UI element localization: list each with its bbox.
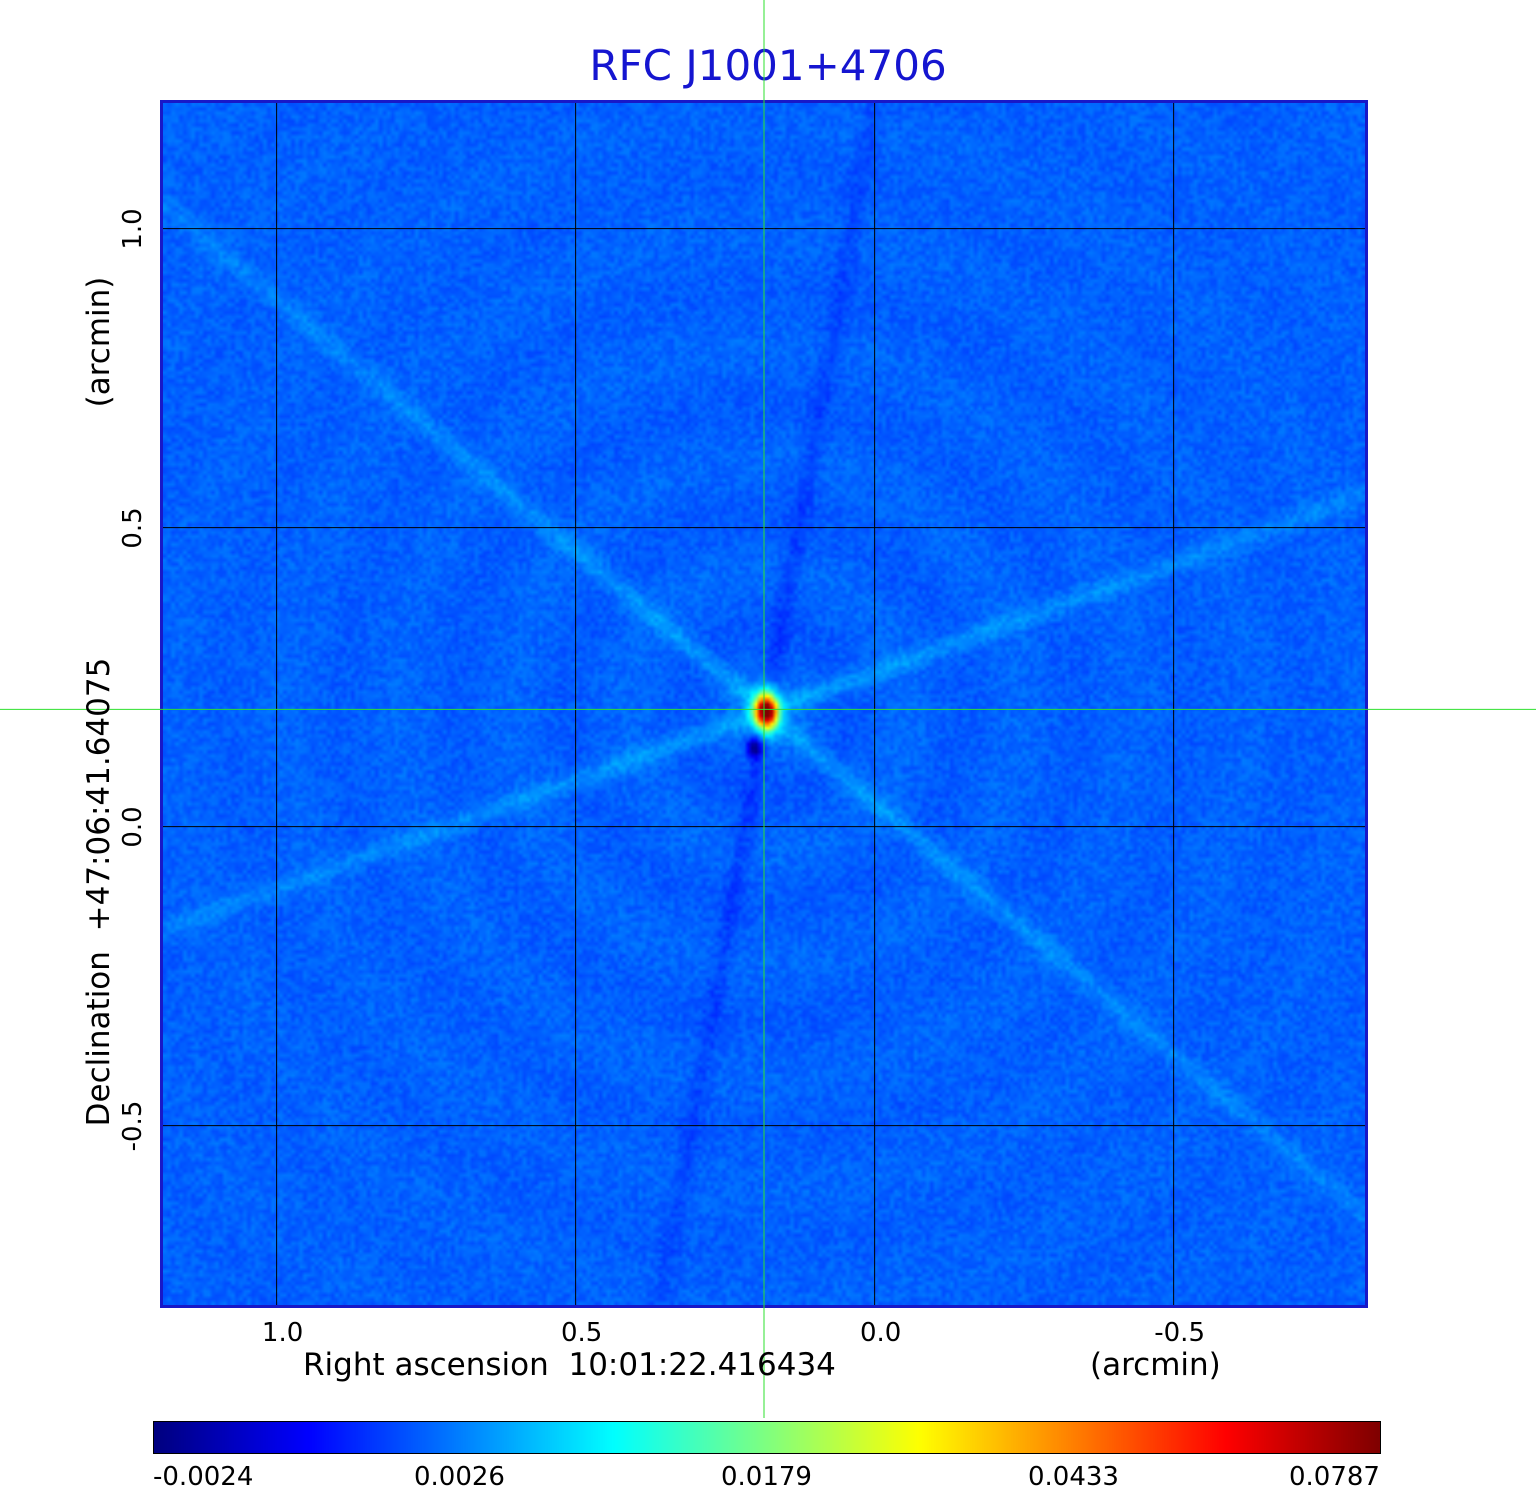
colorbar-tick-label: 0.0179	[721, 1462, 812, 1492]
x-axis-unit: (arcmin)	[1090, 1347, 1221, 1383]
sky-image-heatmap	[163, 103, 1365, 1305]
x-tick-label: 0.0	[859, 1318, 902, 1348]
colorbar	[153, 1421, 1381, 1454]
colorbar-tick-label: 0.0026	[414, 1462, 505, 1492]
x-tick-label: -0.5	[1154, 1318, 1205, 1348]
x-axis-label: Right ascension 10:01:22.416434	[303, 1347, 836, 1383]
y-axis-label: Declination +47:06:41.64075	[81, 657, 117, 1127]
colorbar-tick-label: 0.0433	[1028, 1462, 1119, 1492]
chart-title: RFC J1001+4706	[589, 41, 947, 90]
colorbar-tick-label: -0.0024	[153, 1462, 254, 1492]
y-tick-label: -0.5	[118, 1100, 148, 1151]
x-tick-label: 1.0	[261, 1318, 304, 1348]
y-tick-label: 0.0	[118, 805, 148, 848]
x-tick-label: 0.5	[560, 1318, 603, 1348]
y-axis-unit: (arcmin)	[81, 276, 117, 408]
colorbar-tick-label: 0.0787	[1289, 1462, 1380, 1492]
y-tick-label: 1.0	[118, 207, 148, 250]
image-plot-area[interactable]	[160, 100, 1368, 1308]
y-tick-label: 0.5	[118, 506, 148, 549]
